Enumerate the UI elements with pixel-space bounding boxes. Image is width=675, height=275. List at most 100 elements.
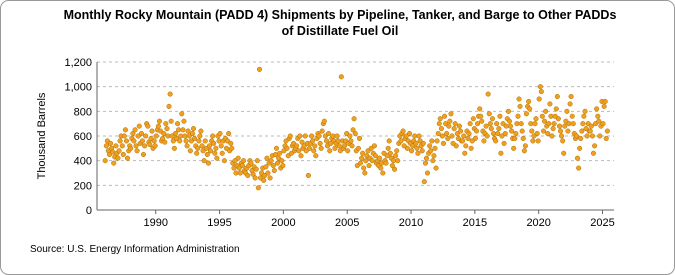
point [446, 123, 452, 129]
point [202, 138, 208, 144]
point [413, 140, 419, 146]
point [271, 167, 277, 174]
point [273, 145, 280, 151]
point [596, 118, 602, 124]
point [483, 123, 489, 129]
point [386, 138, 392, 144]
point [341, 143, 348, 149]
point [564, 108, 570, 114]
point [436, 121, 442, 127]
point [369, 158, 375, 164]
point [442, 113, 448, 119]
point [565, 128, 571, 134]
point [412, 133, 418, 139]
point [190, 126, 197, 132]
point [540, 128, 547, 134]
point [267, 175, 273, 181]
point [245, 172, 251, 179]
point [239, 163, 245, 169]
point [536, 96, 542, 102]
point [534, 130, 540, 137]
point [280, 163, 286, 169]
point [486, 111, 492, 117]
chart-title: Monthly Rocky Mountain (PADD 4) Shipment… [64, 8, 617, 22]
point [351, 116, 357, 122]
point [569, 113, 575, 119]
point [595, 113, 601, 119]
point [517, 103, 523, 109]
point [429, 138, 435, 144]
point [513, 130, 519, 137]
point [213, 145, 219, 151]
point [226, 130, 232, 137]
y-tick-label: 600 [74, 131, 92, 143]
point [477, 106, 483, 112]
point [212, 150, 218, 156]
point [189, 130, 196, 137]
point [265, 170, 271, 176]
point [560, 138, 566, 144]
point [151, 138, 157, 144]
point [362, 170, 368, 176]
point [347, 133, 353, 139]
point [520, 135, 526, 142]
point [378, 165, 384, 171]
point [357, 160, 364, 166]
point [147, 142, 153, 148]
y-tick-label: 400 [74, 156, 92, 168]
point [546, 121, 552, 127]
point [110, 149, 116, 155]
y-tick-label: 1,000 [64, 82, 92, 94]
point [463, 143, 469, 149]
point [473, 128, 480, 134]
point [172, 130, 178, 137]
point [589, 133, 595, 139]
point [533, 116, 539, 122]
point [423, 155, 430, 161]
point [330, 133, 336, 139]
point [509, 128, 515, 134]
point [124, 155, 131, 161]
point [359, 155, 365, 161]
point [395, 158, 401, 164]
point [458, 128, 464, 134]
point [527, 106, 533, 112]
point [447, 118, 453, 124]
point [505, 108, 511, 114]
point [164, 126, 170, 132]
y-tick-label: 200 [74, 180, 92, 192]
point [433, 165, 439, 171]
point [174, 121, 181, 127]
x-tick-label: 2005 [335, 217, 359, 229]
point [317, 140, 323, 146]
point [372, 153, 378, 159]
point [430, 158, 436, 164]
point [218, 143, 224, 149]
point [274, 160, 281, 166]
point [543, 108, 549, 114]
point [489, 116, 496, 122]
point [162, 139, 168, 145]
point [604, 128, 610, 134]
point [522, 143, 528, 149]
point [356, 135, 363, 142]
point [465, 135, 471, 142]
point [349, 143, 355, 149]
point [601, 103, 607, 109]
point [557, 128, 564, 134]
point [255, 185, 261, 191]
point [161, 130, 167, 137]
point [537, 84, 543, 90]
point [592, 143, 598, 149]
point [352, 130, 358, 137]
point [392, 166, 398, 172]
point [495, 130, 501, 137]
point [355, 145, 361, 151]
point [294, 143, 300, 149]
point [268, 158, 274, 164]
point [594, 106, 600, 112]
point [387, 150, 393, 156]
point [424, 170, 431, 176]
point [545, 130, 551, 137]
